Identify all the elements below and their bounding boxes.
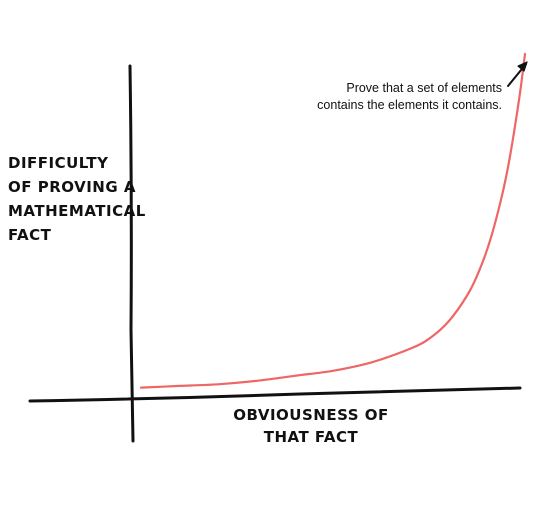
x-label-line-1: OBVIOUSNESS OF <box>233 406 388 424</box>
y-label-line-2: OF PROVING A <box>8 178 136 196</box>
difficulty-curve <box>139 52 527 389</box>
y-axis-label: DIFFICULTY OF PROVING A MATHEMATICAL FAC… <box>8 154 146 244</box>
annotation: Prove that a set of elements contains th… <box>317 61 528 112</box>
x-axis-label: OBVIOUSNESS OF THAT FACT <box>233 406 388 446</box>
y-label-line-3: MATHEMATICAL <box>8 202 146 220</box>
x-label-line-2: THAT FACT <box>264 428 359 446</box>
x-axis <box>28 386 522 403</box>
y-label-line-4: FACT <box>8 226 52 244</box>
annotation-line-1: Prove that a set of elements <box>346 81 502 95</box>
annotation-arrowhead <box>517 61 528 72</box>
y-axis <box>128 64 135 443</box>
y-label-line-1: DIFFICULTY <box>8 154 109 172</box>
annotation-line-2: contains the elements it contains. <box>317 98 502 112</box>
